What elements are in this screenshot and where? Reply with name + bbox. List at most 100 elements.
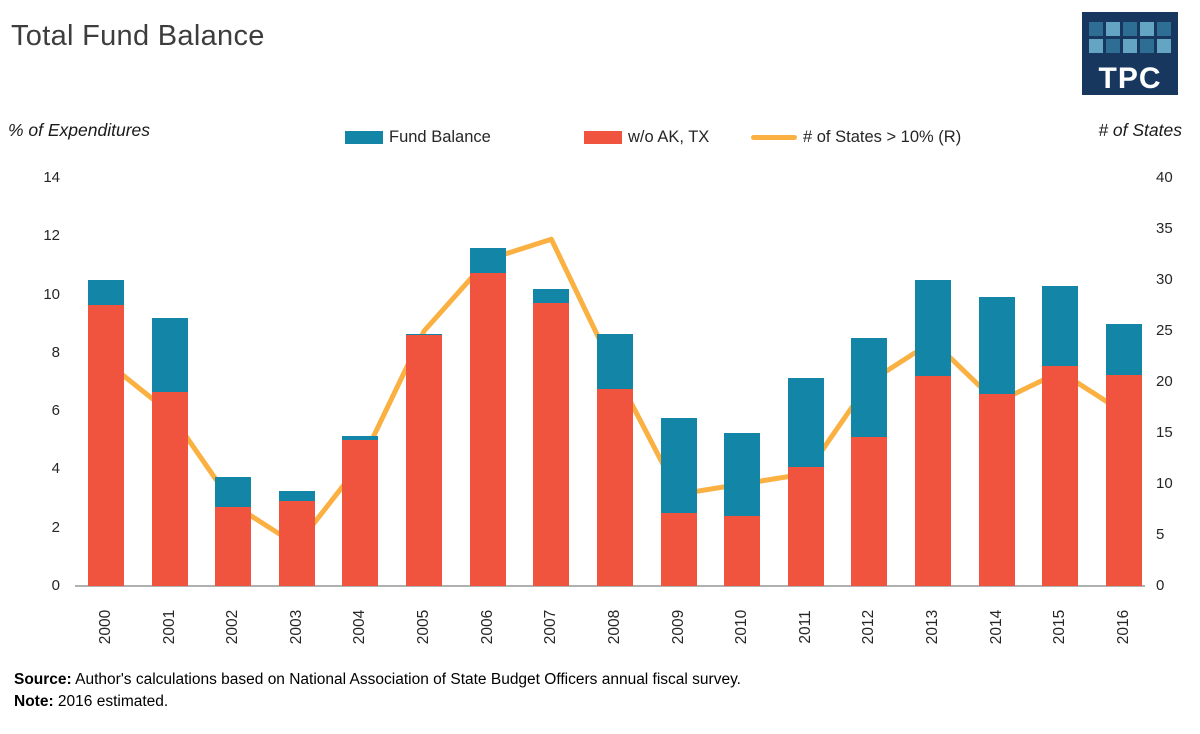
right-axis-tick: 30 (1156, 271, 1173, 288)
tpc-logo-grid-icon (1089, 22, 1171, 53)
tpc-logo: TPC (1082, 12, 1178, 95)
x-axis-label: 2011 (796, 610, 814, 644)
left-axis-tick: 2 (51, 518, 60, 536)
legend-label: # of States > 10% (R) (803, 127, 962, 146)
logo-square-icon (1106, 22, 1120, 36)
bar-2007-fund-balance (533, 288, 570, 304)
x-axis-label: 2012 (860, 609, 878, 645)
bar-2011-wo-ak-tx (787, 466, 824, 586)
bar-2009-wo-ak-tx (660, 513, 697, 586)
logo-square-icon (1089, 39, 1103, 53)
bar-2005-wo-ak-tx (406, 335, 443, 586)
left-axis-title: % of Expenditures (8, 120, 151, 140)
source-label: Source: (14, 671, 72, 688)
bar-2007-wo-ak-tx (533, 303, 570, 586)
bar-2005-fund-balance (406, 333, 443, 336)
bar-2013-wo-ak-tx (915, 376, 952, 586)
bar-2003-fund-balance (278, 491, 315, 502)
left-axis-tick: 14 (43, 169, 60, 186)
x-axis-label: 2013 (924, 609, 942, 645)
x-axis-label: 2002 (224, 609, 242, 645)
bar-2008-wo-ak-tx (596, 389, 633, 586)
bar-2004-fund-balance (342, 435, 379, 441)
right-axis-title: # of States (1098, 120, 1182, 140)
x-axis-label: 2008 (605, 609, 623, 645)
bar-2014-wo-ak-tx (978, 393, 1015, 586)
bar-2000-fund-balance (88, 280, 124, 305)
bar-2004-wo-ak-tx (342, 440, 379, 586)
right-axis-tick: 35 (1156, 220, 1173, 237)
page-title: Total Fund Balance (11, 20, 265, 52)
x-axis-label: 2016 (1114, 609, 1132, 645)
bar-2012-wo-ak-tx (851, 437, 888, 586)
logo-square-icon (1140, 22, 1154, 36)
right-axis-tick: 0 (1156, 577, 1165, 594)
left-axis-tick: 10 (43, 285, 60, 303)
right-axis-tick: 20 (1156, 373, 1173, 390)
x-axis-label: 2000 (97, 609, 114, 645)
left-axis-tick: 12 (43, 227, 60, 245)
logo-square-icon (1089, 22, 1103, 36)
bar-2002-fund-balance (215, 476, 252, 508)
logo-square-icon (1106, 39, 1120, 53)
note-label: Note: (14, 693, 54, 710)
bar-2006-wo-ak-tx (469, 272, 506, 586)
bar-2015-fund-balance (1042, 285, 1079, 366)
logo-square-icon (1123, 39, 1137, 53)
legend-item-fund-balance: Fund Balance (345, 127, 491, 147)
bar-2010-fund-balance (724, 433, 761, 517)
logo-square-icon (1157, 22, 1171, 36)
right-axis-tick: 5 (1156, 526, 1165, 543)
logo-square-icon (1123, 22, 1137, 36)
source-text: Author's calculations based on National … (75, 671, 741, 688)
tpc-logo-text: TPC (1098, 62, 1162, 95)
note-text: 2016 estimated. (57, 693, 169, 710)
legend-item-states-line: # of States > 10% (R) (751, 127, 961, 147)
legend-label: Fund Balance (389, 127, 491, 146)
x-axis-label: 2007 (542, 609, 560, 645)
bar-2016-wo-ak-tx (1105, 374, 1142, 586)
bar-2014-fund-balance (978, 297, 1015, 394)
bar-2016-fund-balance (1105, 323, 1142, 375)
fund-balance-swatch-icon (345, 130, 383, 144)
x-axis-label: 2005 (415, 609, 433, 645)
bar-2000-wo-ak-tx (88, 304, 124, 586)
right-axis-tick: 10 (1156, 475, 1173, 492)
bar-2011-fund-balance (787, 377, 824, 467)
x-axis-label: 2014 (987, 609, 1005, 645)
right-axis-tick: 15 (1156, 424, 1173, 441)
x-axis-label: 2015 (1051, 609, 1069, 645)
left-axis-tick: 8 (51, 343, 60, 361)
left-axis-tick: 6 (51, 402, 60, 420)
logo-square-icon (1140, 39, 1154, 53)
right-axis-tick: 25 (1156, 322, 1173, 339)
note-line: Note: 2016 estimated. (14, 691, 741, 713)
bar-2001-wo-ak-tx (151, 392, 188, 586)
logo-square-icon (1157, 39, 1171, 53)
bar-2006-fund-balance (469, 247, 506, 273)
x-axis-label: 2001 (160, 609, 178, 645)
x-axis-label: 2006 (478, 609, 496, 645)
wo-ak-tx-swatch-icon (584, 130, 622, 144)
source-line: Source: Author's calculations based on N… (14, 669, 741, 691)
bar-2013-fund-balance (915, 280, 952, 377)
legend-label: w/o AK, TX (628, 127, 710, 146)
x-axis-label: 2010 (733, 609, 751, 645)
left-axis-tick: 0 (51, 577, 60, 594)
bar-2015-wo-ak-tx (1042, 365, 1079, 586)
x-axis-line (75, 585, 1145, 587)
bar-2010-wo-ak-tx (724, 516, 761, 586)
bar-2009-fund-balance (660, 418, 697, 514)
x-axis-label: 2004 (351, 609, 369, 645)
bar-2003-wo-ak-tx (278, 501, 315, 586)
x-axis-label: 2009 (669, 609, 687, 645)
legend-item-wo-ak-tx: w/o AK, TX (584, 127, 709, 147)
x-axis-label: 2003 (287, 609, 305, 645)
bar-2008-fund-balance (596, 333, 633, 390)
left-axis-tick: 4 (51, 460, 60, 478)
footer-notes: Source: Author's calculations based on N… (14, 669, 741, 713)
bar-2002-wo-ak-tx (215, 507, 252, 586)
right-axis-tick: 40 (1156, 169, 1173, 186)
bar-2012-fund-balance (851, 338, 888, 438)
bar-2001-fund-balance (151, 317, 188, 393)
